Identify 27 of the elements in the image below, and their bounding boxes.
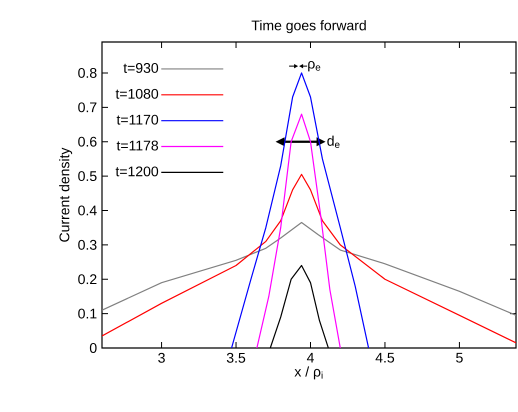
- annotation: ρ$_{e}$: [308, 60, 320, 72]
- legend-label: t=1178: [116, 140, 158, 151]
- x-tick-label: 4: [306, 352, 314, 362]
- y-tick-label: 0.8: [78, 68, 97, 78]
- line-series: [230, 72, 370, 348]
- legend-label: t=930: [123, 63, 158, 73]
- x-tick-label: 3.5: [226, 352, 246, 363]
- y-tick-label: 0.4: [78, 206, 97, 216]
- x-tick-label: 4.5: [376, 352, 394, 363]
- line-series: [256, 114, 341, 348]
- y-tick-label: 0: [90, 343, 97, 353]
- legend-label: t=1200: [116, 166, 158, 176]
- y-tick-label: 0.2: [78, 274, 96, 284]
- x-tick-label: 3: [158, 352, 165, 363]
- legend-label: t=1170: [116, 114, 158, 125]
- x-tick-label: 5: [456, 352, 463, 363]
- legend-label: t=1080: [116, 88, 158, 99]
- y-axis-title: Current density: [59, 148, 72, 242]
- annotation: d$_{e}$: [327, 136, 340, 148]
- y-tick-label: 0.6: [78, 136, 97, 147]
- y-tick-label: 0.3: [78, 240, 97, 250]
- y-tick-label: 0.7: [78, 102, 96, 112]
- x-axis-title: x / ρ$_{i}$: [294, 366, 322, 380]
- chart-title: Time goes forward: [252, 20, 366, 34]
- y-tick-label: 0.5: [78, 171, 97, 182]
- y-tick-label: 0.1: [78, 308, 96, 319]
- line-series: [102, 222, 516, 316]
